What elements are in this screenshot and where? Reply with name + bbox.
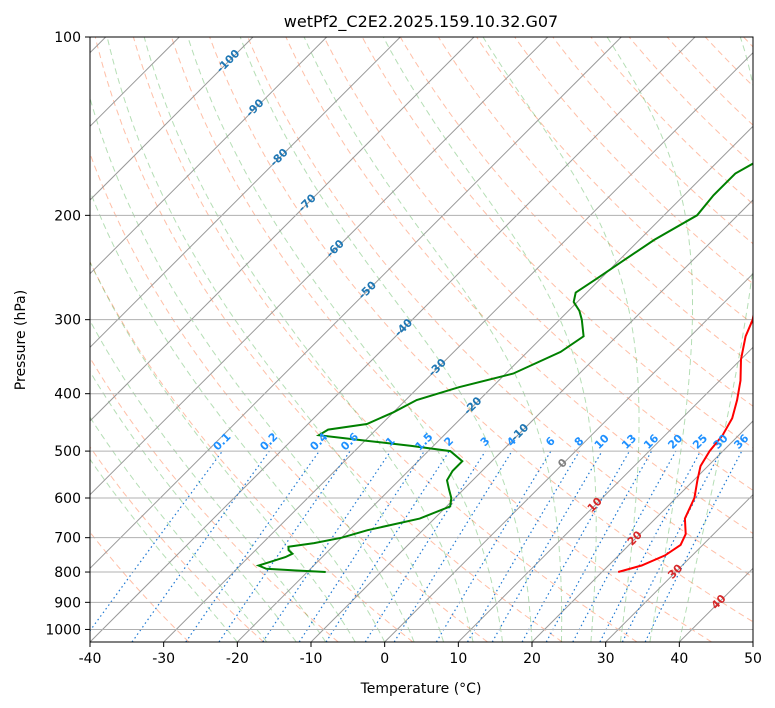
y-tick-label: 900	[54, 595, 81, 611]
isotherm-line	[457, 346, 753, 642]
moist-adiabat-line	[606, 37, 693, 642]
dry-adiabat-line	[476, 37, 753, 325]
mixing-ratio-line	[298, 450, 425, 642]
plot-frame	[89, 36, 754, 643]
x-tick-label: 50	[744, 651, 762, 667]
mixing-ratio-line	[466, 450, 580, 642]
x-tick-label: 20	[523, 651, 541, 667]
dry-adiabat-line	[628, 37, 753, 166]
moist-adiabat-line	[678, 37, 753, 642]
pressure-grid	[90, 37, 753, 630]
x-tick-label: -10	[300, 651, 323, 667]
dry-adiabat-line	[323, 37, 753, 491]
moist-adiabat-line	[303, 37, 563, 642]
mixing-ratio-line	[262, 450, 392, 642]
dewpoint-profile-line	[255, 162, 753, 573]
isotherm-line	[90, 37, 549, 496]
dry-adiabat-line	[209, 37, 753, 623]
isotherm-line	[90, 37, 696, 642]
mixing-ratio-line	[572, 450, 677, 642]
x-axis-label: Temperature (°C)	[360, 681, 482, 697]
mixing-ratio-line	[435, 450, 552, 642]
y-axis-label: Pressure (hPa)	[13, 290, 29, 390]
dry-adiabat-line	[132, 37, 638, 642]
background-lines	[90, 37, 753, 642]
isotherm-line	[236, 125, 753, 642]
temperature-profile-line	[617, 311, 753, 573]
x-axis: -40 -30 -20 -10 0 10 20 30 40 50	[79, 642, 762, 667]
mixing-ratio-line	[393, 450, 513, 642]
mixing-ratio-line	[185, 450, 320, 642]
mixing-ratio-line	[599, 450, 702, 642]
moist-adiabat-line	[482, 37, 640, 642]
x-tick-label: 40	[670, 651, 688, 667]
moist-adiabat-line	[382, 37, 597, 642]
y-tick-label: 400	[54, 387, 81, 403]
moist-adiabat-line	[90, 458, 238, 642]
y-tick-label: 700	[54, 531, 81, 547]
y-tick-label: 800	[54, 565, 81, 581]
moist-adiabat-line	[90, 319, 327, 642]
moist-adiabat-line	[239, 37, 533, 642]
isotherm-line	[90, 37, 622, 570]
dry-adiabat-line	[247, 37, 753, 578]
moist-adiabat-line	[106, 37, 445, 642]
y-tick-label: 600	[54, 491, 81, 507]
moist-adiabat-line	[90, 189, 386, 642]
x-tick-label: 30	[597, 651, 615, 667]
y-axis: 100 200 300 400 500 600 700 800 900 1000	[45, 30, 90, 638]
isotherm-line	[90, 37, 401, 349]
mixing-ratio-line	[364, 450, 486, 642]
mixing-ratio-line	[325, 450, 450, 642]
isotherm-line	[90, 37, 254, 201]
y-tick-label: 100	[54, 30, 81, 46]
isotherm-line	[310, 199, 753, 642]
isotherm-line	[531, 420, 753, 642]
dry-adiabat-line	[90, 260, 414, 642]
x-tick-label: -20	[226, 651, 249, 667]
x-tick-label: -40	[79, 651, 102, 667]
x-tick-label: -30	[152, 651, 175, 667]
y-tick-label: 300	[54, 313, 81, 329]
y-tick-label: 500	[54, 444, 81, 460]
moist-adiabat-line	[90, 370, 297, 642]
x-tick-label: 0	[380, 651, 389, 667]
isotherm-line	[384, 272, 753, 642]
y-tick-label: 200	[54, 208, 81, 224]
dry-adiabat-line	[514, 37, 753, 285]
moist-adiabat-line	[187, 37, 503, 642]
isotherm-line	[163, 51, 753, 642]
dry-adiabat-line	[94, 37, 563, 642]
y-tick-label: 1000	[45, 622, 81, 638]
moist-adiabat-line	[90, 416, 268, 642]
chart-title: wetPf2_C2E2.2025.159.10.32.G07	[284, 12, 558, 32]
moist-adiabat-line	[90, 260, 356, 642]
moist-adiabat-line	[143, 37, 474, 642]
isotherm-line	[90, 37, 328, 275]
mixing-ratio-line	[218, 450, 351, 642]
x-tick-label: 10	[449, 651, 467, 667]
dry-adiabat-line	[90, 446, 264, 642]
profiles	[255, 162, 753, 573]
isotherm-line	[605, 493, 753, 642]
isotherm-line	[90, 37, 475, 422]
dry-adiabat-line	[399, 37, 753, 407]
